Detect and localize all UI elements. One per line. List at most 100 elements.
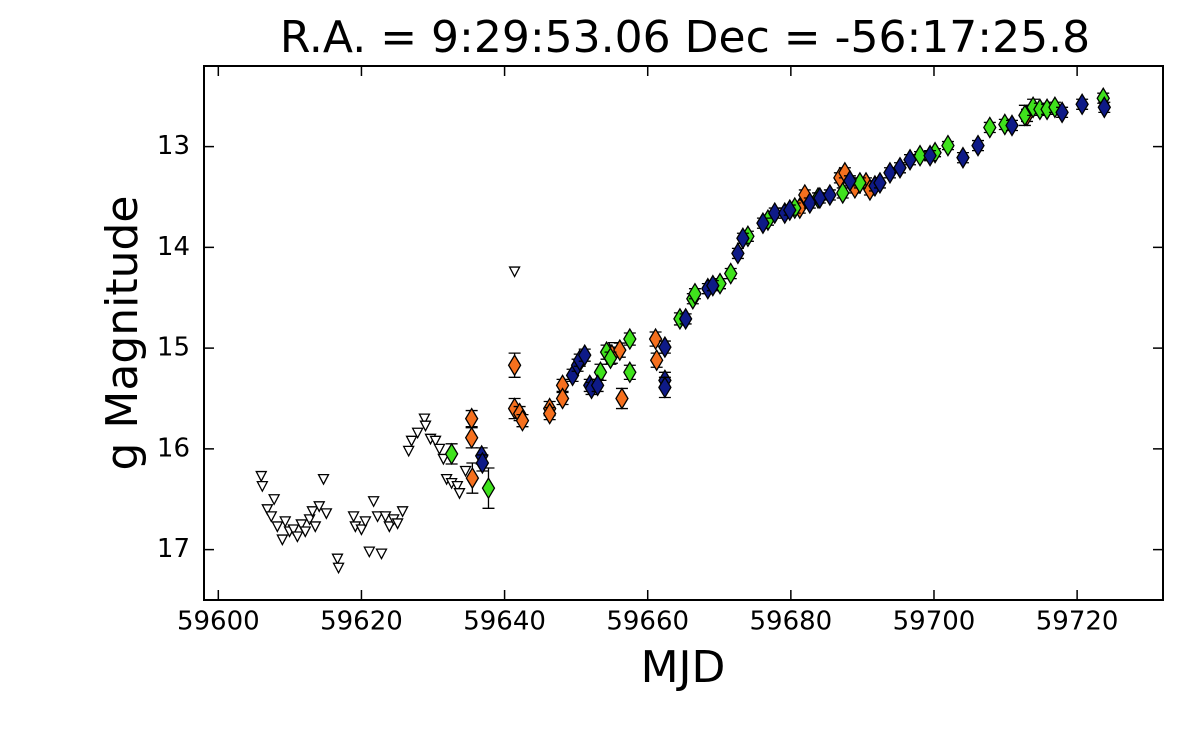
data-point <box>736 227 750 250</box>
data-point <box>923 144 937 167</box>
x-tick-label: 59600 <box>177 607 260 637</box>
upper-limit-marker <box>331 553 344 566</box>
upper-limit-marker <box>451 480 464 493</box>
upper-limit-marker <box>396 506 409 518</box>
plot-area <box>255 86 1112 575</box>
y-tick-label: 14 <box>157 232 190 262</box>
data-point <box>464 407 479 430</box>
data-point <box>731 242 745 265</box>
data-point <box>648 327 663 351</box>
upper-limit-marker <box>359 516 372 528</box>
x-axis-label: MJD <box>641 642 726 693</box>
data-point <box>615 387 629 410</box>
upper-limit-marker <box>371 511 384 523</box>
x-tick-label: 59660 <box>606 607 689 637</box>
x-tick-label: 59700 <box>893 607 976 637</box>
data-point <box>613 338 627 362</box>
y-tick-label: 15 <box>157 333 190 363</box>
data-point <box>956 146 970 169</box>
upper-limit-marker <box>508 266 521 278</box>
data-point <box>507 353 522 377</box>
data-point <box>823 183 837 207</box>
y-tick-label: 13 <box>157 131 190 161</box>
y-tick-label: 17 <box>157 534 190 564</box>
upper-limit-marker <box>256 480 269 493</box>
upper-limit-marker <box>309 521 322 533</box>
upper-limit-marker <box>317 473 330 486</box>
data-point <box>658 335 672 359</box>
data-point <box>590 374 605 397</box>
data-point <box>853 171 867 195</box>
data-point <box>465 466 480 490</box>
data-point <box>1075 93 1089 116</box>
upper-limit-marker <box>271 521 284 533</box>
upper-limit-marker <box>255 470 268 483</box>
data-point <box>893 156 907 180</box>
upper-limit-marker <box>459 465 472 478</box>
upper-limit-marker <box>355 524 368 536</box>
upper-limit-marker <box>375 548 388 561</box>
data-point <box>903 148 917 171</box>
x-tick-label: 59680 <box>749 607 832 637</box>
data-point <box>873 171 887 195</box>
data-point <box>515 409 530 432</box>
upper-limit-marker <box>402 445 415 458</box>
data-point <box>883 161 897 185</box>
data-point <box>475 451 490 475</box>
upper-limit-marker <box>347 511 360 523</box>
y-axis-label: g Magnitude <box>97 195 148 470</box>
data-point <box>1055 101 1069 124</box>
upper-limit-marker <box>391 518 404 530</box>
plot-frame <box>203 65 1164 601</box>
upper-limit-marker <box>437 453 450 466</box>
upper-limit-marker <box>453 488 466 500</box>
data-point <box>723 262 738 285</box>
upper-limit-marker <box>268 494 281 506</box>
data-point <box>623 361 637 384</box>
data-point <box>603 346 618 370</box>
data-point <box>803 191 817 215</box>
data-point <box>688 282 702 305</box>
upper-limit-marker <box>306 506 319 518</box>
data-point <box>835 181 850 205</box>
x-tick-label: 59720 <box>1036 607 1119 637</box>
data-point <box>913 144 927 167</box>
upper-limit-marker <box>332 562 345 575</box>
data-point <box>783 198 797 222</box>
upper-limit-marker <box>295 519 308 531</box>
upper-limit-marker <box>265 511 278 523</box>
data-point <box>623 327 637 351</box>
data-point <box>481 476 496 500</box>
upper-limit-marker <box>367 496 380 508</box>
upper-limit-marker <box>276 534 289 546</box>
upper-limit-marker <box>363 546 376 559</box>
y-tick-label: 16 <box>157 433 190 463</box>
chart-title: R.A. = 9:29:53.06 Dec = -56:17:25.8 <box>280 12 1090 63</box>
upper-limit-marker <box>419 420 432 433</box>
upper-limit-marker <box>429 435 442 448</box>
data-point <box>1097 96 1112 119</box>
upper-limit-marker <box>287 524 300 536</box>
upper-limit-marker <box>299 526 312 538</box>
data-point <box>971 134 985 157</box>
upper-limit-marker <box>303 514 316 526</box>
upper-limit-marker <box>433 443 446 456</box>
data-point <box>983 116 997 139</box>
data-point <box>577 343 592 367</box>
upper-limit-marker <box>411 427 424 440</box>
x-tick-label: 59620 <box>320 607 403 637</box>
upper-limit-marker <box>405 435 418 448</box>
data-point <box>649 348 664 372</box>
data-point <box>444 442 459 466</box>
data-point <box>678 307 693 331</box>
upper-limit-marker <box>313 501 326 513</box>
upper-limit-marker <box>418 413 431 426</box>
data-point <box>658 376 672 399</box>
upper-limit-marker <box>261 504 274 516</box>
upper-limit-marker <box>383 521 396 533</box>
data-point <box>941 134 955 157</box>
upper-limit-marker <box>320 508 333 520</box>
x-tick-label: 59640 <box>463 607 546 637</box>
data-point <box>1018 104 1032 127</box>
